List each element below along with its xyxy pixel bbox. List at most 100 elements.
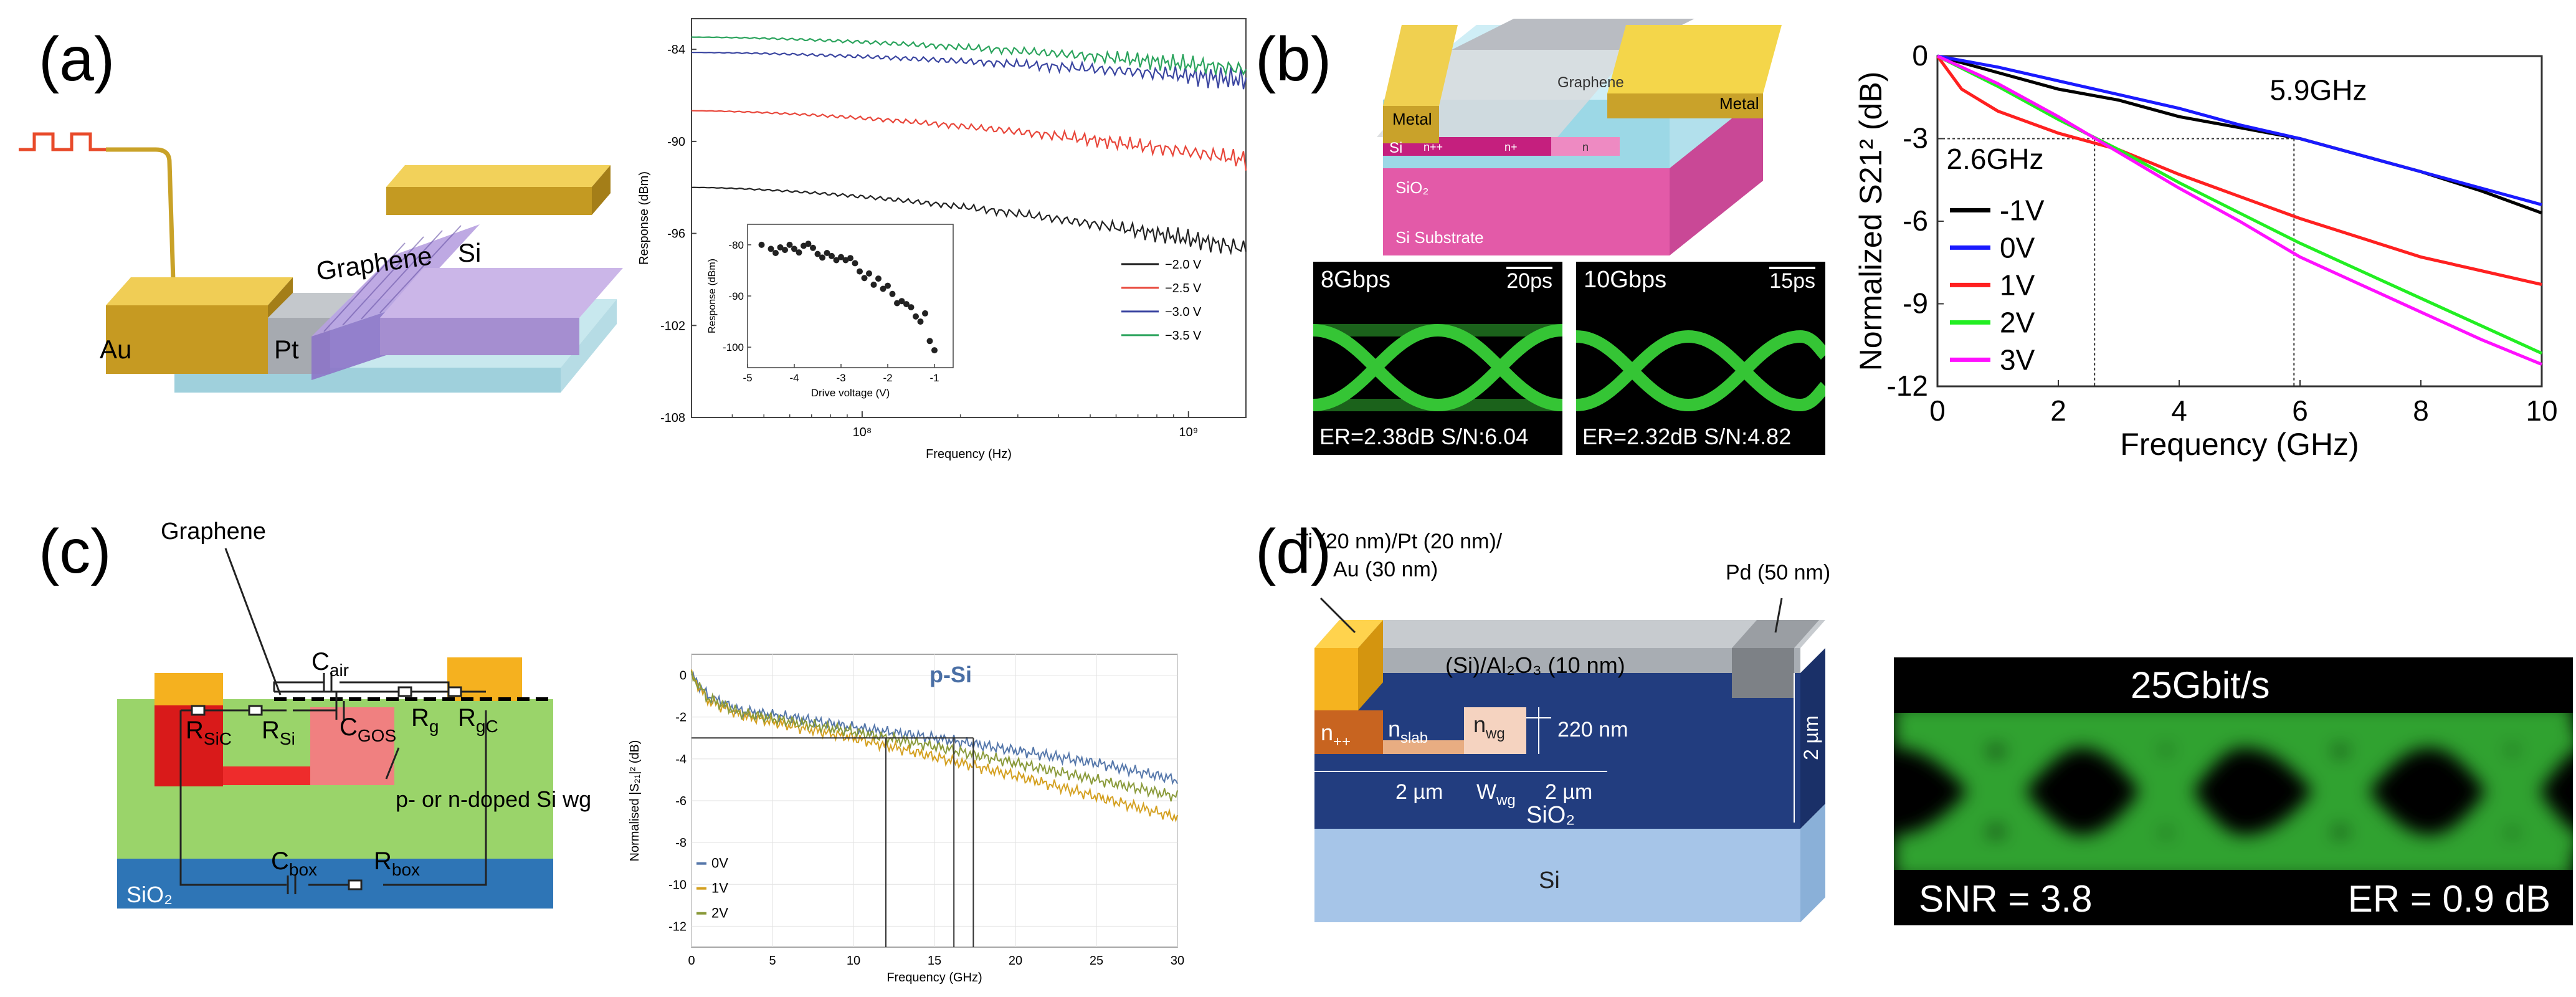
inset-x-tick-label: -4 bbox=[789, 372, 799, 384]
series-line bbox=[691, 670, 1178, 786]
x-tick-label: 10⁹ bbox=[1179, 426, 1198, 439]
annotation-label: 5.9GHz bbox=[2270, 74, 2367, 107]
inset-point bbox=[931, 347, 938, 354]
x-tick-label: 10⁸ bbox=[853, 426, 872, 439]
x-tick-label: 10 bbox=[847, 954, 860, 968]
legend-label: -1V bbox=[2000, 194, 2045, 226]
inset-point bbox=[852, 260, 858, 267]
label-r-box-sub: box bbox=[392, 860, 420, 879]
eye-scale-label: 15ps bbox=[1769, 267, 1815, 293]
inset-y-tick-label: -80 bbox=[728, 239, 744, 251]
device-label-au: Au bbox=[100, 335, 131, 364]
label-nwg: n bbox=[1473, 712, 1486, 737]
eye-rate-label: 8Gbps bbox=[1321, 267, 1390, 293]
label-wg: p- or n-doped Si wg bbox=[396, 786, 591, 812]
inset-point bbox=[833, 257, 840, 264]
inset-point bbox=[791, 246, 797, 252]
inset-point bbox=[847, 255, 853, 262]
label-w1: 2 µm bbox=[1395, 780, 1443, 804]
inset-point bbox=[917, 318, 924, 325]
series-line bbox=[1936, 54, 2543, 355]
eye-snr-label: SNR = 3.8 bbox=[1919, 878, 2093, 920]
y-tick-label: -6 bbox=[675, 794, 687, 808]
label-c-air: C bbox=[311, 648, 330, 675]
inset-point bbox=[885, 282, 891, 289]
inset-point bbox=[772, 250, 779, 256]
inset-point bbox=[782, 247, 788, 254]
inset-point bbox=[758, 241, 765, 248]
inset-point bbox=[829, 252, 835, 259]
label-si: Si bbox=[1539, 867, 1560, 894]
inset-point bbox=[805, 241, 812, 247]
x-tick-label: 0 bbox=[688, 954, 695, 968]
x-tick-label: 5 bbox=[769, 954, 776, 968]
legend-label: 1V bbox=[711, 880, 728, 896]
label-si: Si bbox=[126, 927, 146, 952]
y-tick-label: -3 bbox=[1903, 122, 1928, 155]
label-ti-stack-2: Au (30 nm) bbox=[1333, 558, 1438, 581]
y-tick-label: 0 bbox=[680, 669, 687, 683]
panel-label-a: (a) bbox=[39, 24, 115, 94]
label-r-si-sub: Si bbox=[280, 729, 295, 748]
label-r-si: R bbox=[262, 717, 280, 744]
legend-label: 0V bbox=[711, 856, 728, 871]
inset-point bbox=[768, 246, 774, 252]
inset-y-axis-label: Response (dBm) bbox=[707, 259, 718, 333]
x-tick-label: 0 bbox=[1929, 394, 1946, 427]
x-tick-label: 30 bbox=[1171, 954, 1184, 968]
label-r-g-sub: g bbox=[429, 717, 439, 736]
device-label-metal-right: Metal bbox=[1719, 94, 1759, 113]
inset-point bbox=[880, 285, 886, 292]
label-c-air-sub: air bbox=[330, 661, 349, 680]
inset-x-tick-label: -1 bbox=[929, 372, 939, 384]
label-r-gc: R bbox=[458, 704, 476, 732]
eye-info-label: ER=2.38dB S/N:6.04 bbox=[1319, 424, 1529, 449]
legend-label: −3.0 V bbox=[1165, 305, 1202, 319]
label-nslab: n bbox=[1388, 716, 1400, 742]
inset-point bbox=[810, 244, 816, 251]
label-r-gc-sub: gC bbox=[476, 717, 498, 736]
inset-point bbox=[913, 313, 919, 320]
svg-text:RSiC: RSiC bbox=[186, 717, 232, 748]
eye-rate-label: 25Gbit/s bbox=[2131, 664, 2270, 706]
legend-label: −2.0 V bbox=[1165, 258, 1202, 272]
label-pd: Pd (50 nm) bbox=[1726, 561, 1830, 584]
series-line bbox=[691, 186, 1247, 255]
svg-text:RgC: RgC bbox=[458, 704, 498, 736]
device-label-sio2: SiO₂ bbox=[1395, 178, 1428, 197]
eye-rate-label: 10Gbps bbox=[1584, 267, 1667, 293]
inset-point bbox=[870, 281, 877, 288]
annotation-label: 2.6GHz bbox=[1947, 143, 2044, 175]
series-line bbox=[691, 36, 1247, 77]
inset-point bbox=[861, 275, 868, 282]
eye-diagram-10gbps: 10Gbps 15ps ER=2.32dB S/N:4.82 bbox=[1576, 262, 1825, 455]
y-tick-label: -90 bbox=[667, 135, 685, 149]
panel-c-circuit-illustration: Graphene Cair RSiC RSi CGOS Rg RgC Cbox … bbox=[117, 518, 591, 952]
device-label-n: n bbox=[1582, 141, 1589, 153]
x-tick-label: 15 bbox=[928, 954, 941, 968]
panel-label-c: (c) bbox=[39, 517, 112, 586]
legend-label: 3V bbox=[2000, 343, 2035, 376]
panel-label-d: (d) bbox=[1255, 517, 1332, 586]
y-tick-label: -10 bbox=[668, 878, 687, 892]
inset-point bbox=[786, 241, 793, 248]
x-tick-label: 4 bbox=[2171, 394, 2187, 427]
inset-point bbox=[889, 290, 896, 297]
x-axis-label: Frequency (GHz) bbox=[2120, 427, 2359, 462]
inset-point bbox=[903, 301, 910, 308]
inset-point bbox=[866, 270, 872, 277]
inset-point bbox=[796, 249, 802, 256]
eye-diagram-8gbps: 8Gbps 20ps ER=2.38dB S/N:6.04 bbox=[1313, 262, 1562, 455]
series-line bbox=[1937, 54, 2542, 215]
svg-text:Rbox: Rbox bbox=[374, 847, 420, 879]
y-tick-label: -84 bbox=[667, 43, 685, 57]
label-al2o3: (Si)/Al₂O₃ (10 nm) bbox=[1445, 652, 1625, 678]
legend-label: 1V bbox=[2000, 269, 2035, 301]
device-label-npp: n++ bbox=[1423, 141, 1443, 153]
inset-point bbox=[875, 275, 882, 282]
inset-y-tick-label: -100 bbox=[723, 341, 744, 353]
series-line bbox=[1936, 55, 2542, 287]
label-w2: 2 µm bbox=[1545, 780, 1592, 804]
svg-text:RSi: RSi bbox=[262, 717, 295, 748]
svg-text:Cbox: Cbox bbox=[271, 847, 317, 879]
